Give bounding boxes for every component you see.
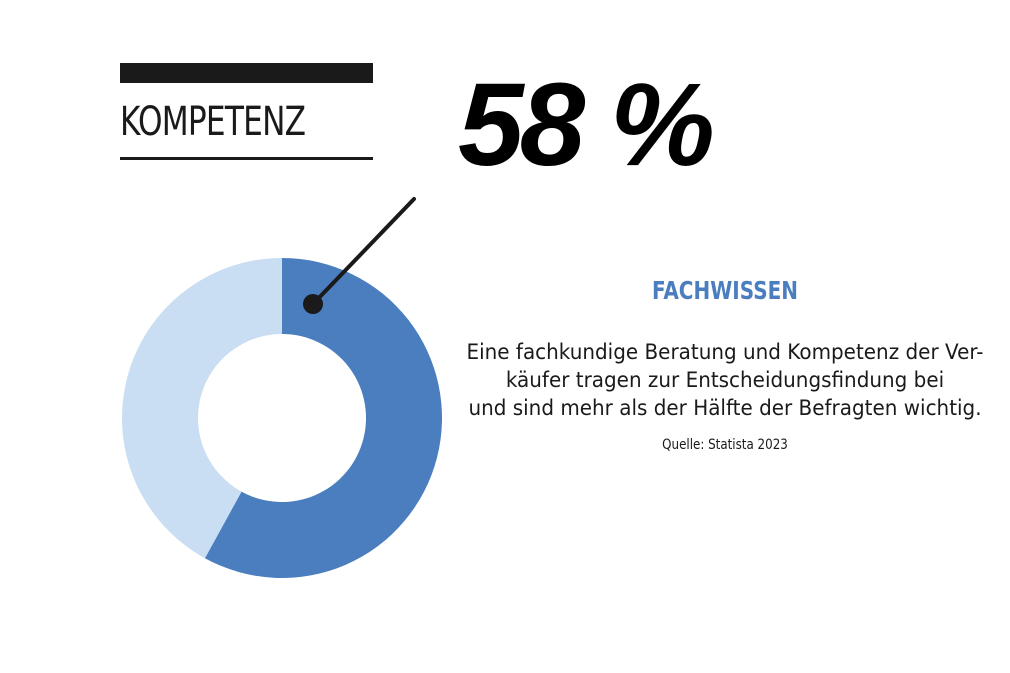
donut-slice-1 (204, 258, 443, 578)
donut-slice-2 (122, 258, 282, 559)
donut-slices (122, 258, 443, 578)
title-block: KOMPETENZ (120, 63, 373, 160)
callout-line (311, 197, 416, 306)
chart-title: KOMPETENZ (120, 99, 306, 145)
callout-dot (303, 294, 323, 314)
title-top-bar (120, 63, 373, 83)
subtitle: FACHWISSEN (651, 276, 799, 305)
description-line: Eine fachkundige Beratung und Kompetenz … (466, 340, 984, 364)
description-line: käufer tragen zur Entscheidungsfindung b… (505, 368, 945, 392)
description-line: und sind mehr als der Hälfte der Befragt… (468, 396, 982, 420)
headline-percentage: 58 % (458, 59, 715, 191)
description: Eine fachkundige Beratung und Kompetenz … (454, 338, 996, 422)
title-underline (120, 157, 373, 160)
source-note: Quelle: Statista 2023 (662, 437, 788, 453)
